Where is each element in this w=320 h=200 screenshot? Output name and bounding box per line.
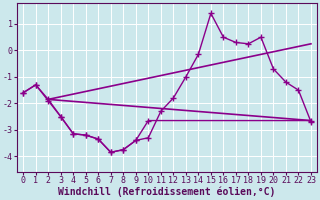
X-axis label: Windchill (Refroidissement éolien,°C): Windchill (Refroidissement éolien,°C): [58, 187, 276, 197]
